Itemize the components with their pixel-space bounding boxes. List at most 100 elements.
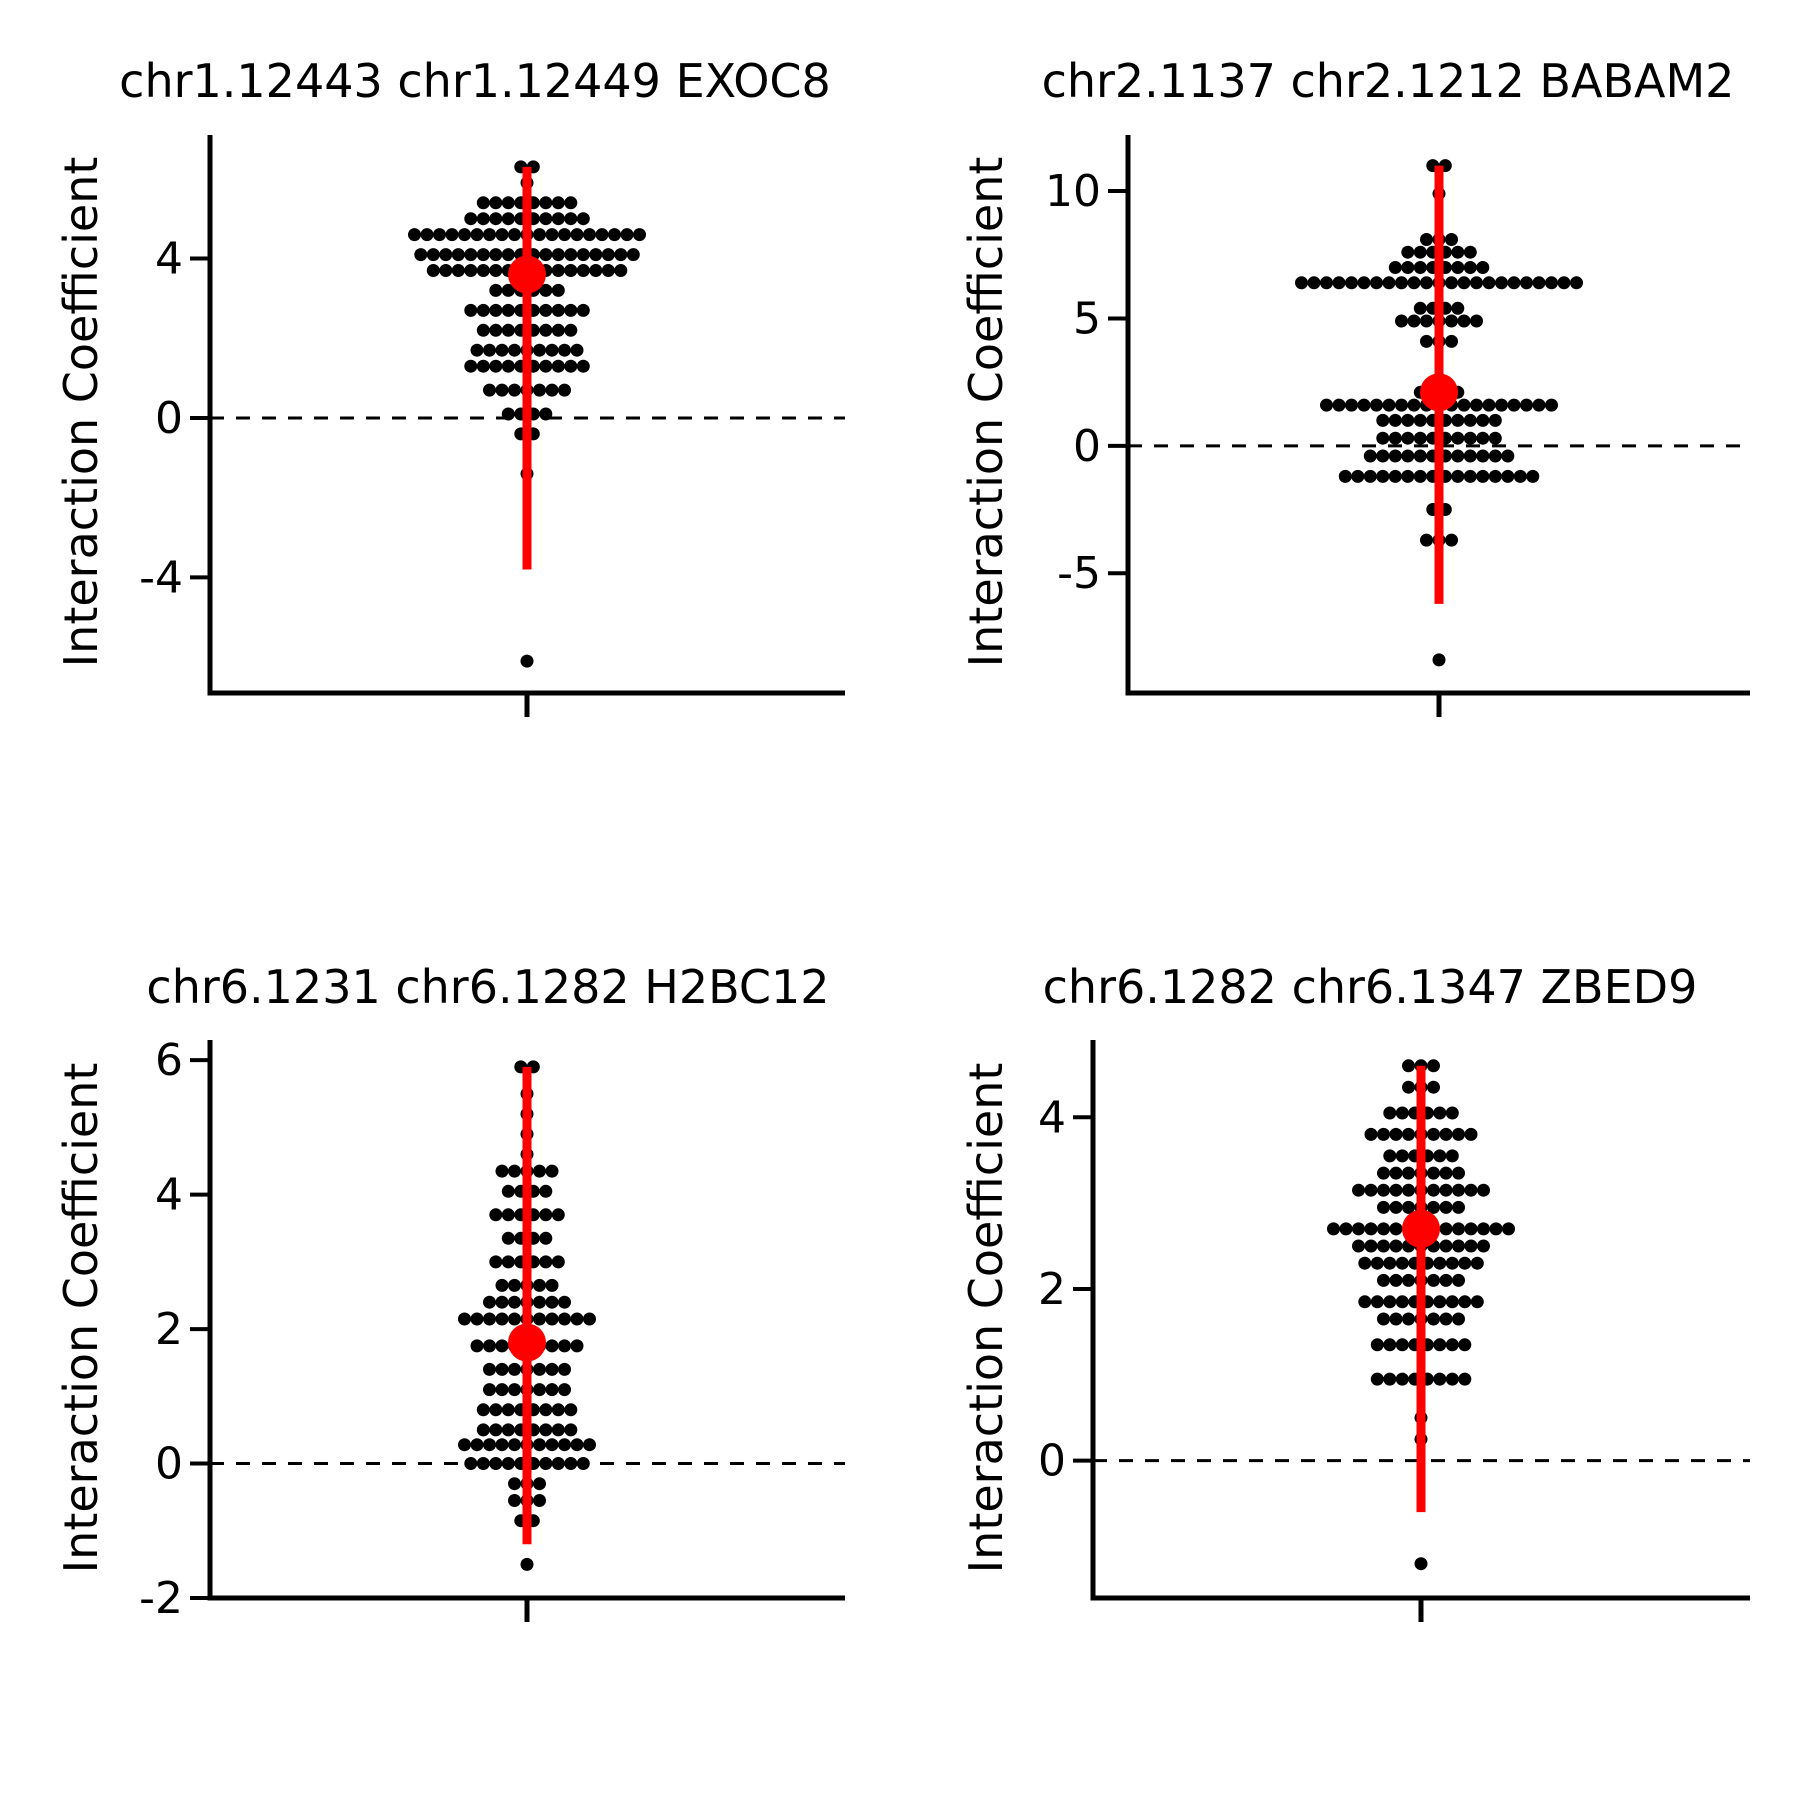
data-point: [1401, 431, 1415, 445]
data-point: [551, 1208, 565, 1222]
data-point: [476, 303, 490, 317]
data-point: [495, 1438, 509, 1452]
data-point: [570, 228, 584, 242]
data-point: [501, 1255, 515, 1269]
data-point: [1389, 1312, 1403, 1326]
data-point: [508, 1362, 521, 1376]
data-point: [533, 1477, 546, 1491]
y-tick-label: 10: [1045, 166, 1101, 217]
data-point: [1413, 469, 1427, 483]
data-point: [539, 196, 553, 210]
data-point: [551, 196, 565, 210]
data-point: [489, 1403, 503, 1417]
data-point: [1370, 1372, 1384, 1386]
data-point: [420, 228, 434, 242]
data-point: [1357, 398, 1371, 412]
data-point: [1414, 1557, 1428, 1571]
data-point: [1433, 1256, 1447, 1270]
data-point: [1389, 1166, 1403, 1180]
data-point: [476, 264, 490, 277]
panel-h2bc12: chr6.1231 chr6.1282 H2BC12 Interaction C…: [54, 960, 845, 1624]
data-point: [1401, 413, 1415, 427]
data-point: [426, 264, 440, 277]
data-point: [1526, 469, 1540, 483]
data-point: [558, 343, 571, 357]
data-point: [1320, 398, 1333, 412]
data-point: [1458, 1338, 1472, 1352]
data-point: [1476, 469, 1490, 483]
data-point: [508, 1278, 521, 1292]
data-point: [545, 1438, 559, 1452]
data-point: [614, 264, 628, 277]
data-point: [1395, 398, 1408, 412]
y-axis-label: Interaction Coefficient: [54, 157, 108, 668]
data-point: [1370, 1295, 1384, 1309]
data-point: [533, 1494, 546, 1507]
y-tick-label: 0: [1073, 421, 1101, 472]
panel-title: chr6.1282 chr6.1347 ZBED9: [1043, 960, 1698, 1014]
data-point: [1389, 1183, 1403, 1197]
data-point: [483, 1362, 496, 1376]
data-point: [545, 1164, 559, 1178]
data-point: [539, 1423, 553, 1437]
data-point: [1482, 276, 1496, 290]
data-point: [1488, 469, 1502, 483]
data-point: [570, 1312, 584, 1326]
data-point: [1413, 449, 1427, 463]
data-point: [1452, 1312, 1465, 1326]
data-point: [545, 343, 559, 357]
data-point: [1439, 1312, 1453, 1326]
data-point: [1489, 1222, 1503, 1236]
data-point: [508, 1438, 521, 1452]
data-point: [1383, 1106, 1397, 1120]
data-point: [1420, 233, 1433, 246]
data-point: [489, 303, 503, 317]
data-point: [1401, 261, 1415, 274]
data-point: [1463, 413, 1477, 427]
panel-title: chr2.1137 chr2.1212 BABAM2: [1042, 54, 1735, 108]
data-point: [558, 1312, 571, 1326]
data-point: [1413, 245, 1427, 259]
data-point: [1402, 1080, 1415, 1094]
data-point: [1389, 1239, 1403, 1253]
estimate-point: [508, 1323, 546, 1362]
data-point: [558, 1438, 571, 1452]
data-point: [1377, 1222, 1390, 1236]
data-point: [483, 1438, 496, 1452]
data-point: [489, 323, 503, 337]
y-tick-label: 0: [155, 393, 183, 444]
data-point: [533, 1383, 546, 1397]
data-point: [558, 1383, 571, 1397]
data-point: [551, 248, 565, 262]
data-point: [533, 1295, 546, 1309]
data-point: [1357, 276, 1371, 290]
data-point: [533, 1362, 546, 1376]
data-point: [1477, 1183, 1490, 1197]
data-point: [470, 343, 484, 357]
data-point: [1502, 1222, 1515, 1236]
y-tick-label: 4: [1038, 1092, 1066, 1143]
data-point: [551, 212, 565, 226]
data-point: [1395, 314, 1408, 328]
data-point: [1433, 1372, 1447, 1386]
data-point: [564, 303, 578, 317]
estimate-point: [508, 255, 546, 294]
data-point: [1420, 334, 1433, 348]
data-point: [483, 1295, 496, 1309]
data-point: [1520, 276, 1533, 290]
data-point: [508, 1494, 521, 1507]
data-point: [1402, 1183, 1415, 1197]
data-point: [1413, 261, 1427, 274]
data-point: [545, 1362, 559, 1376]
data-point: [508, 1164, 521, 1178]
y-tick-label: 2: [155, 1304, 183, 1355]
data-point: [1295, 276, 1308, 290]
data-point: [1377, 1200, 1390, 1214]
data-point: [483, 1383, 496, 1397]
data-point: [1383, 1149, 1397, 1163]
data-point: [1401, 245, 1415, 259]
data-point: [483, 1339, 496, 1353]
data-point: [1388, 431, 1402, 445]
data-point: [1451, 413, 1465, 427]
data-point: [501, 323, 515, 337]
